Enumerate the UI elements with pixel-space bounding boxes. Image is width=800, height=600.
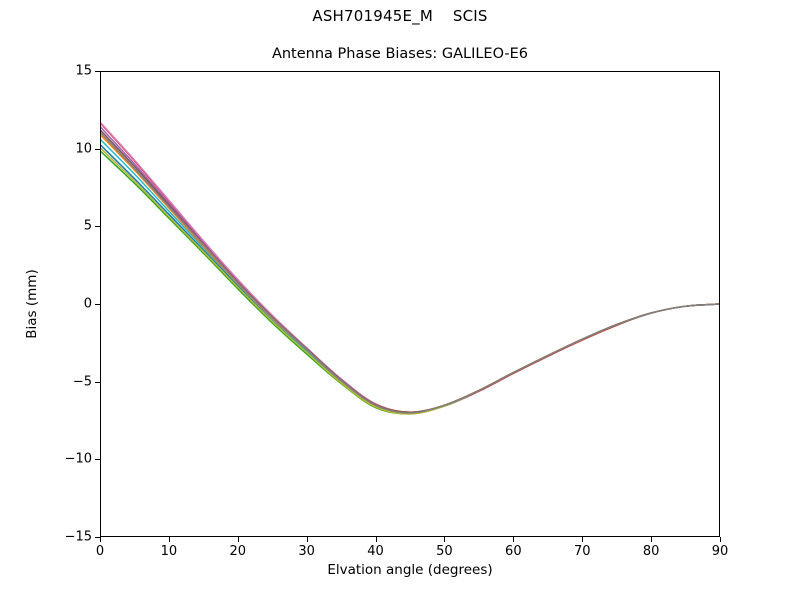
- data-line-curve-2: [101, 123, 719, 414]
- data-line-curve-4: [101, 126, 719, 414]
- data-line-curve-10: [101, 132, 719, 414]
- y-axis-label: Bias (mm): [24, 269, 40, 339]
- x-tick-mark: [375, 537, 377, 542]
- data-line-curve-8: [101, 134, 719, 414]
- figure-suptitle: ASH701945E_M SCIS: [312, 7, 488, 25]
- x-tick-mark: [168, 537, 170, 542]
- x-tick-label: 90: [711, 544, 729, 559]
- x-tick-label-group: 0 10 20 30 40 50 60 70 80 90: [96, 544, 728, 565]
- x-tick-label: 70: [573, 544, 591, 559]
- x-tick-label: 0: [95, 544, 105, 559]
- y-tick-label-group: 15 10 5 0 −5 −10 −15: [28, 65, 92, 544]
- x-tick-label: 40: [367, 544, 384, 559]
- x-tick-label: 60: [505, 544, 522, 559]
- y-tick-label: 5: [83, 218, 92, 234]
- x-tick-mark: [306, 537, 308, 542]
- y-tick-label: 10: [75, 141, 92, 157]
- x-tick-mark: [100, 537, 101, 542]
- data-line-curve-6: [101, 139, 719, 414]
- x-tick-label: 20: [229, 544, 247, 559]
- x-tick-label: 80: [642, 544, 660, 559]
- y-tick-mark: [95, 537, 100, 538]
- y-tick-label: −15: [64, 529, 92, 545]
- x-tick-mark: [237, 537, 239, 542]
- x-tick-mark: [651, 537, 653, 542]
- data-line-curve-3: [101, 150, 719, 415]
- x-tick-mark: [582, 537, 584, 542]
- x-tick-label: 10: [160, 544, 178, 559]
- y-tick-label: −10: [64, 451, 92, 467]
- plot-area: [100, 71, 720, 537]
- chart-title: Antenna Phase Biases: GALILEO-E6: [271, 46, 529, 62]
- x-tick-label: 30: [298, 544, 315, 559]
- x-tick-mark: [720, 537, 721, 542]
- data-line-curve-1: [101, 144, 719, 414]
- x-tick-mark: [513, 537, 515, 542]
- x-tick-mark: [444, 537, 446, 542]
- data-line-curve-9: [101, 130, 719, 414]
- data-line-curve-7: [101, 147, 719, 415]
- curves-group: [101, 122, 719, 415]
- data-line-curve-5: [101, 122, 719, 414]
- x-tick-label: 50: [436, 544, 453, 559]
- y-tick-label: 15: [75, 63, 92, 79]
- y-tick-label: −5: [72, 374, 92, 390]
- x-axis-label: Elvation angle (degrees): [327, 562, 493, 578]
- y-tick-label: 0: [83, 296, 92, 312]
